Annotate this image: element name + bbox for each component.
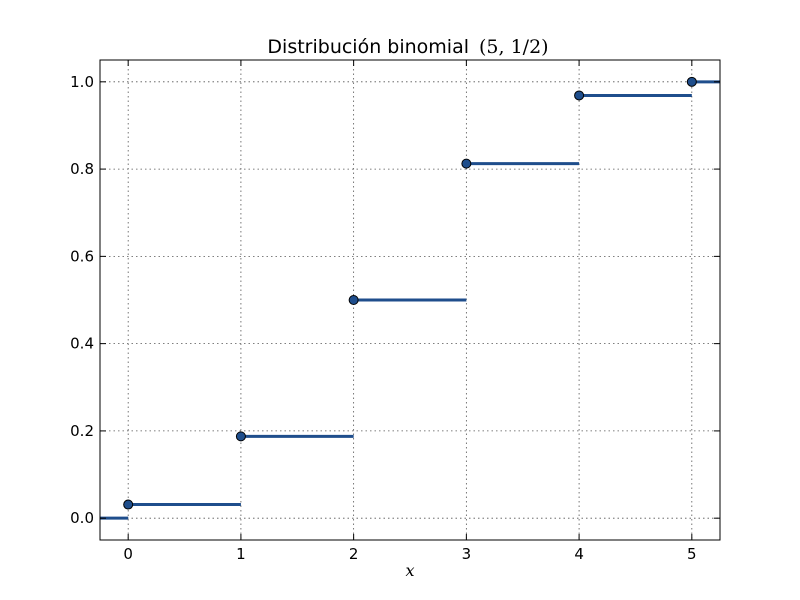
y-tick-labels: 0.0 0.2 0.4 0.6 0.8 1.0 — [70, 73, 94, 527]
chart-title-math: (5, 1/2) — [479, 36, 549, 58]
data-point — [461, 158, 472, 169]
x-tick-label: 0 — [123, 545, 133, 563]
y-tick-label: 0.2 — [70, 422, 94, 440]
x-tick-label: 1 — [236, 545, 246, 563]
data-point — [235, 431, 246, 442]
chart-title-text: Distribución binomial — [267, 36, 469, 58]
y-tick-label: 0.8 — [70, 160, 94, 178]
plot-frame — [99, 59, 721, 541]
data-point — [574, 90, 585, 101]
data-point — [123, 499, 134, 510]
data-points — [123, 76, 697, 510]
x-tick-labels: 0 1 2 3 4 5 — [123, 545, 696, 563]
y-tick-label: 0.6 — [70, 247, 94, 265]
step-segments — [100, 80, 720, 520]
y-tick-label: 0.4 — [70, 335, 94, 353]
data-point — [686, 76, 697, 87]
x-tick-label: 4 — [574, 545, 584, 563]
data-point — [348, 295, 359, 305]
axis-ticks — [100, 60, 720, 540]
x-tick-label: 2 — [349, 545, 359, 563]
x-tick-label: 5 — [687, 545, 697, 563]
chart-title: Distribución binomial (5, 1/2) — [267, 36, 548, 58]
x-axis-label: x — [405, 561, 414, 580]
y-tick-label: 1.0 — [70, 73, 94, 91]
x-tick-label: 3 — [462, 545, 472, 563]
y-tick-label: 0.0 — [70, 509, 94, 527]
